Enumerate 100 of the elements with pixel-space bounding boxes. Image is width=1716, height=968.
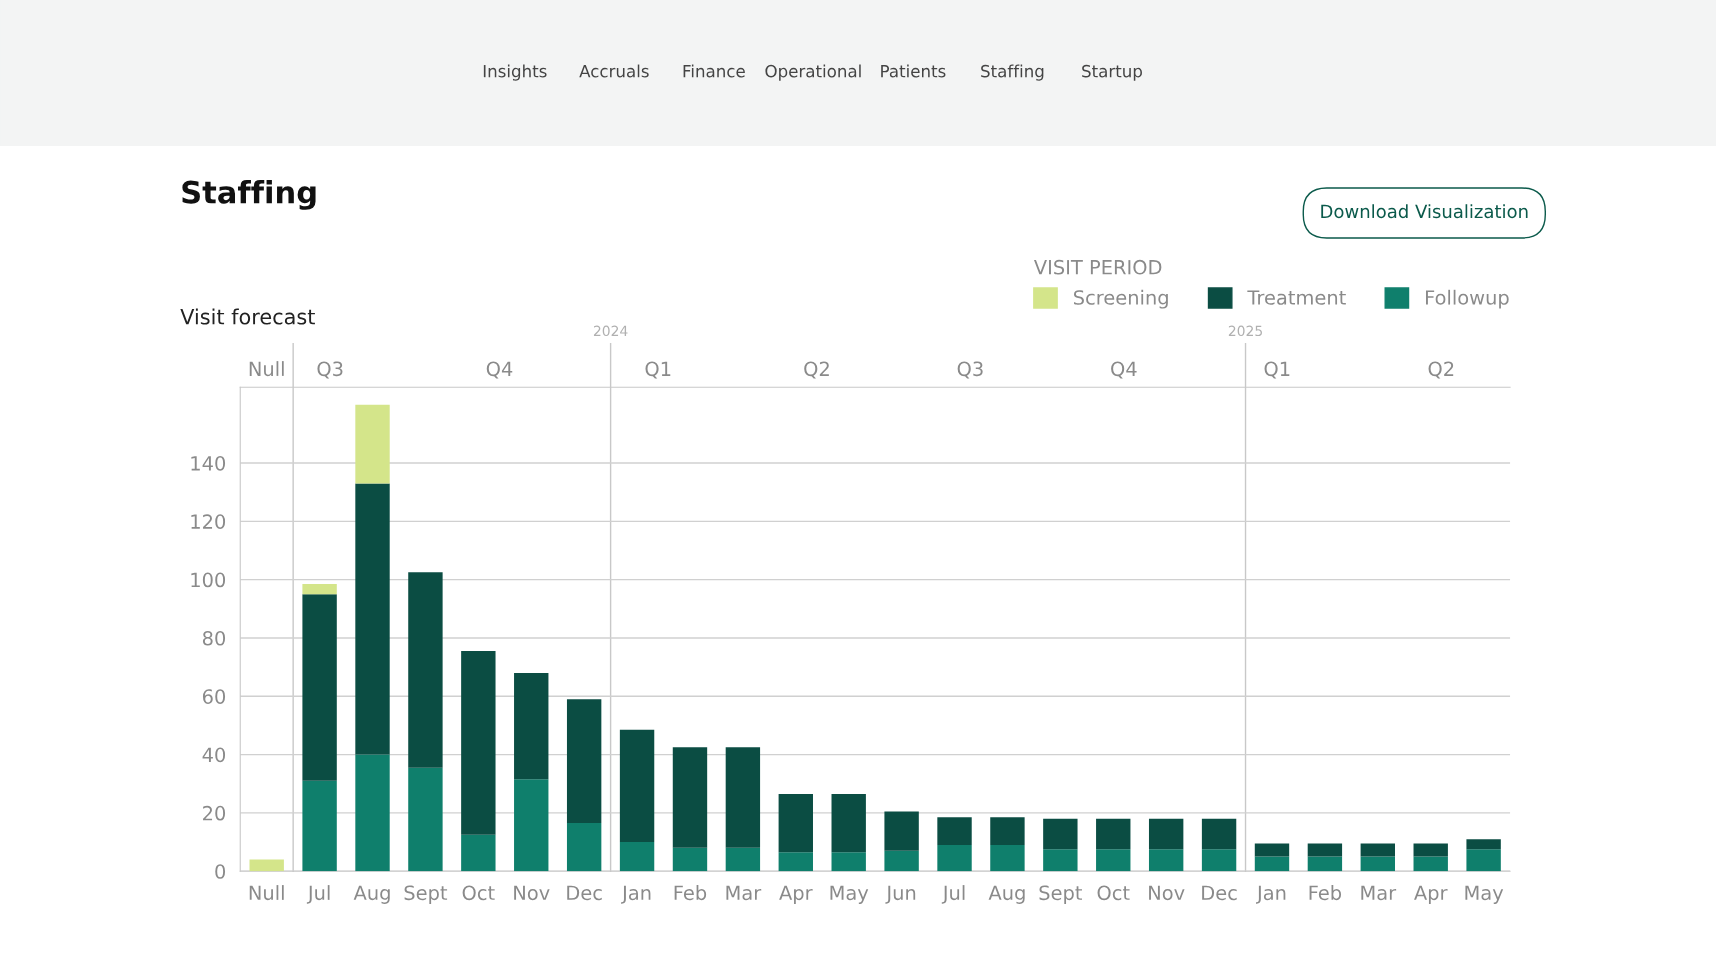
- bar: [831, 852, 866, 872]
- bar: [990, 844, 1025, 872]
- bar: [1466, 839, 1501, 850]
- y-tick-label: 40: [202, 747, 226, 763]
- bar: [1201, 818, 1237, 850]
- y-tick-label: 140: [191, 455, 226, 471]
- bar: [778, 852, 813, 872]
- text: Null: [249, 361, 284, 377]
- bar: [566, 823, 602, 872]
- x-tick-label: Nov: [514, 885, 550, 901]
- bar: [884, 850, 919, 872]
- x-tick-label: Jan: [621, 885, 651, 904]
- text: Q1: [645, 361, 671, 379]
- text: Q2: [1428, 361, 1454, 379]
- bar: [514, 672, 549, 780]
- text: Operational: [765, 64, 861, 81]
- text: Q2: [804, 361, 829, 379]
- x-tick-label: May: [830, 885, 869, 904]
- text: Accruals: [579, 64, 649, 78]
- x-tick-label: Dec: [1202, 885, 1237, 901]
- legend-title: VISIT PERIOD: [1033, 259, 1162, 275]
- bar: [1254, 843, 1290, 857]
- bar: [249, 859, 284, 872]
- text: Patients: [881, 64, 946, 78]
- chart-title: Staffing: [182, 180, 316, 210]
- text: Staffing: [981, 64, 1044, 81]
- text: Q1: [1264, 361, 1290, 379]
- x-tick-label: Sept: [404, 885, 448, 904]
- bar: [1096, 818, 1131, 850]
- y-tick-label: 100: [191, 572, 226, 588]
- x-tick-label: Jun: [885, 885, 916, 904]
- text: Q3: [957, 361, 983, 379]
- bar: [1307, 856, 1343, 872]
- x-tick-label: Feb: [674, 885, 707, 901]
- x-tick-label: Null: [249, 885, 284, 901]
- bar: [619, 842, 655, 872]
- bar: [1360, 856, 1395, 872]
- text: Finance: [683, 64, 745, 78]
- x-tick-label: Jul: [941, 885, 965, 904]
- bar: [1043, 849, 1078, 872]
- x-tick-label: Nov: [1149, 885, 1185, 901]
- y-tick-label: 120: [191, 514, 226, 529]
- text: Insights: [483, 64, 547, 81]
- text: Startup: [1082, 64, 1142, 81]
- bar: [302, 780, 337, 872]
- chart-subtitle: Visit forecast: [180, 308, 315, 325]
- bar: [408, 767, 443, 872]
- x-tick-label: May: [1465, 885, 1504, 904]
- y-tick-label: 80: [202, 630, 226, 646]
- bar: [1148, 849, 1184, 872]
- x-tick-label: Mar: [726, 885, 762, 901]
- bar: [514, 779, 549, 872]
- bar: [778, 793, 813, 853]
- legend-label: Followup: [1426, 289, 1509, 309]
- bar: [302, 584, 337, 595]
- text: Q4: [486, 361, 513, 379]
- bar: [1307, 843, 1343, 857]
- bar: [355, 754, 390, 872]
- bar: [1413, 856, 1448, 872]
- bar: [1148, 818, 1184, 850]
- bar: [1466, 849, 1501, 872]
- bar: [672, 747, 708, 848]
- x-tick-label: Mar: [1361, 885, 1397, 901]
- bar: [1096, 849, 1131, 872]
- x-tick-label: Jul: [306, 885, 330, 904]
- bar: [937, 844, 972, 872]
- bar: [355, 483, 390, 755]
- bar: [1254, 856, 1290, 872]
- x-tick-label: Aug: [988, 885, 1025, 904]
- bar: [672, 847, 708, 872]
- x-tick-label: Aug: [353, 885, 390, 904]
- text: 2024: [593, 325, 628, 337]
- x-tick-label: Apr: [1414, 885, 1448, 904]
- text: Q3: [317, 361, 343, 379]
- bar: [619, 729, 655, 843]
- bar: [725, 747, 761, 848]
- y-tick-label: 60: [202, 689, 226, 704]
- x-tick-label: Dec: [567, 885, 602, 901]
- x-tick-label: Sept: [1039, 885, 1083, 904]
- bar: [1413, 843, 1448, 857]
- bar: [831, 793, 866, 853]
- y-tick-label: 0: [215, 864, 226, 879]
- bar: [302, 594, 337, 781]
- bar: [937, 817, 972, 845]
- x-tick-label: Oct: [1097, 885, 1130, 901]
- bar: [1043, 818, 1078, 850]
- x-tick-label: Apr: [779, 885, 813, 904]
- bar: [725, 847, 761, 872]
- bar: [884, 811, 919, 851]
- bar: [408, 572, 443, 768]
- x-tick-label: Oct: [462, 885, 495, 901]
- y-tick-label: 20: [203, 805, 226, 821]
- bar: [990, 817, 1025, 845]
- text: Download Visualization: [1321, 204, 1528, 219]
- text: 2025: [1228, 325, 1262, 337]
- bar: [461, 651, 496, 835]
- x-tick-label: Jan: [1255, 885, 1286, 904]
- bar: [461, 834, 496, 872]
- bar: [1360, 843, 1395, 857]
- x-tick-label: Feb: [1309, 885, 1342, 901]
